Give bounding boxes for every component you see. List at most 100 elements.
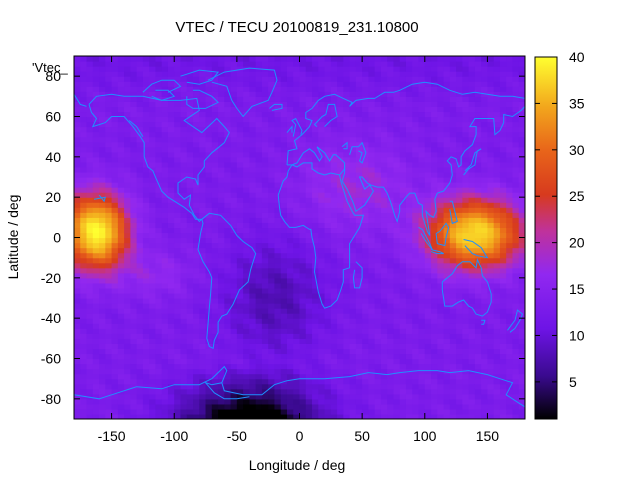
heatmap-cell xyxy=(499,373,507,380)
heatmap-cell xyxy=(318,101,326,108)
heatmap-cell xyxy=(387,272,395,279)
heatmap-cell xyxy=(136,96,144,102)
heatmap-cell xyxy=(418,187,426,193)
heatmap-cell xyxy=(499,287,507,294)
heatmap-cell xyxy=(487,247,495,254)
heatmap-cell xyxy=(412,373,420,380)
heatmap-cell xyxy=(499,187,507,193)
heatmap-cell xyxy=(124,66,131,72)
heatmap-cell xyxy=(105,252,113,259)
heatmap-cell xyxy=(199,141,207,148)
heatmap-cell xyxy=(305,403,313,410)
heatmap-cell xyxy=(105,146,113,153)
heatmap-cell xyxy=(236,313,244,319)
heatmap-cell xyxy=(305,61,313,67)
heatmap-cell xyxy=(268,358,276,365)
heatmap-cell xyxy=(142,323,150,329)
heatmap-cell xyxy=(393,388,401,395)
heatmap-cell xyxy=(474,121,482,128)
heatmap-cell xyxy=(305,408,313,415)
heatmap-cell xyxy=(230,232,238,239)
heatmap-cell xyxy=(481,272,489,279)
heatmap-cell xyxy=(274,56,282,62)
heatmap-cell xyxy=(343,368,351,375)
heatmap-cell xyxy=(186,101,194,108)
heatmap-cell xyxy=(124,277,131,284)
heatmap-cell xyxy=(117,282,125,289)
heatmap-cell xyxy=(349,136,357,143)
heatmap-cell xyxy=(399,192,407,198)
heatmap-cell xyxy=(337,363,344,370)
heatmap-cell xyxy=(456,177,463,183)
heatmap-cell xyxy=(487,252,495,259)
heatmap-cell xyxy=(136,166,144,173)
heatmap-cell xyxy=(293,308,301,314)
heatmap-cell xyxy=(293,121,301,128)
heatmap-cell xyxy=(161,277,169,284)
heatmap-cell xyxy=(274,166,282,173)
heatmap-cell xyxy=(274,403,282,410)
heatmap-cell xyxy=(330,277,338,284)
heatmap-cell xyxy=(74,348,81,355)
heatmap-cell xyxy=(167,76,175,82)
heatmap-cell xyxy=(412,267,420,274)
heatmap-cell xyxy=(286,413,294,419)
heatmap-cell xyxy=(324,91,332,97)
heatmap-cell xyxy=(286,358,294,365)
heatmap-cell xyxy=(99,56,106,62)
heatmap-cell xyxy=(337,303,344,309)
heatmap-cell xyxy=(92,408,100,415)
heatmap-cell xyxy=(111,318,119,324)
heatmap-cell xyxy=(437,71,445,77)
heatmap-cell xyxy=(349,373,357,380)
heatmap-cell xyxy=(437,232,445,239)
heatmap-cell xyxy=(449,333,457,339)
heatmap-cell xyxy=(418,61,426,67)
heatmap-cell xyxy=(318,222,326,229)
heatmap-cell xyxy=(437,76,445,82)
heatmap-cell xyxy=(374,413,382,419)
heatmap-cell xyxy=(161,242,169,249)
heatmap-cell xyxy=(393,353,401,360)
heatmap-cell xyxy=(218,318,225,324)
heatmap-cell xyxy=(443,257,451,264)
heatmap-cell xyxy=(99,323,106,329)
heatmap-cell xyxy=(280,166,288,173)
heatmap-cell xyxy=(443,141,451,148)
heatmap-cell xyxy=(462,81,470,87)
heatmap-cell xyxy=(161,207,169,213)
heatmap-cell xyxy=(80,262,88,269)
heatmap-cell xyxy=(324,257,332,264)
heatmap-cell xyxy=(186,91,194,97)
heatmap-cell xyxy=(312,292,319,299)
heatmap-cell xyxy=(468,146,476,153)
heatmap-cell xyxy=(318,237,326,244)
heatmap-cell xyxy=(355,368,363,375)
heatmap-cell xyxy=(424,217,432,223)
heatmap-cell xyxy=(349,66,357,72)
heatmap-cell xyxy=(80,308,88,314)
heatmap-cell xyxy=(443,252,451,259)
heatmap-cell xyxy=(449,413,457,419)
heatmap-cell xyxy=(349,328,357,334)
heatmap-cell xyxy=(243,358,250,365)
heatmap-cell xyxy=(305,197,313,203)
heatmap-cell xyxy=(468,282,476,289)
heatmap-cell xyxy=(468,413,476,419)
heatmap-cell xyxy=(462,262,470,269)
heatmap-cell xyxy=(362,373,369,380)
heatmap-cell xyxy=(368,308,376,314)
heatmap-cell xyxy=(236,378,244,385)
heatmap-cell xyxy=(380,383,388,390)
heatmap-cell xyxy=(86,343,94,350)
heatmap-cell xyxy=(506,398,514,405)
heatmap-cell xyxy=(149,413,157,419)
heatmap-cell xyxy=(218,383,225,390)
heatmap-cell xyxy=(92,353,100,360)
heatmap-cell xyxy=(318,166,326,173)
heatmap-cell xyxy=(374,106,382,113)
heatmap-cell xyxy=(174,282,182,289)
heatmap-cell xyxy=(474,106,482,113)
heatmap-cell xyxy=(380,333,388,339)
heatmap-cell xyxy=(399,91,407,97)
